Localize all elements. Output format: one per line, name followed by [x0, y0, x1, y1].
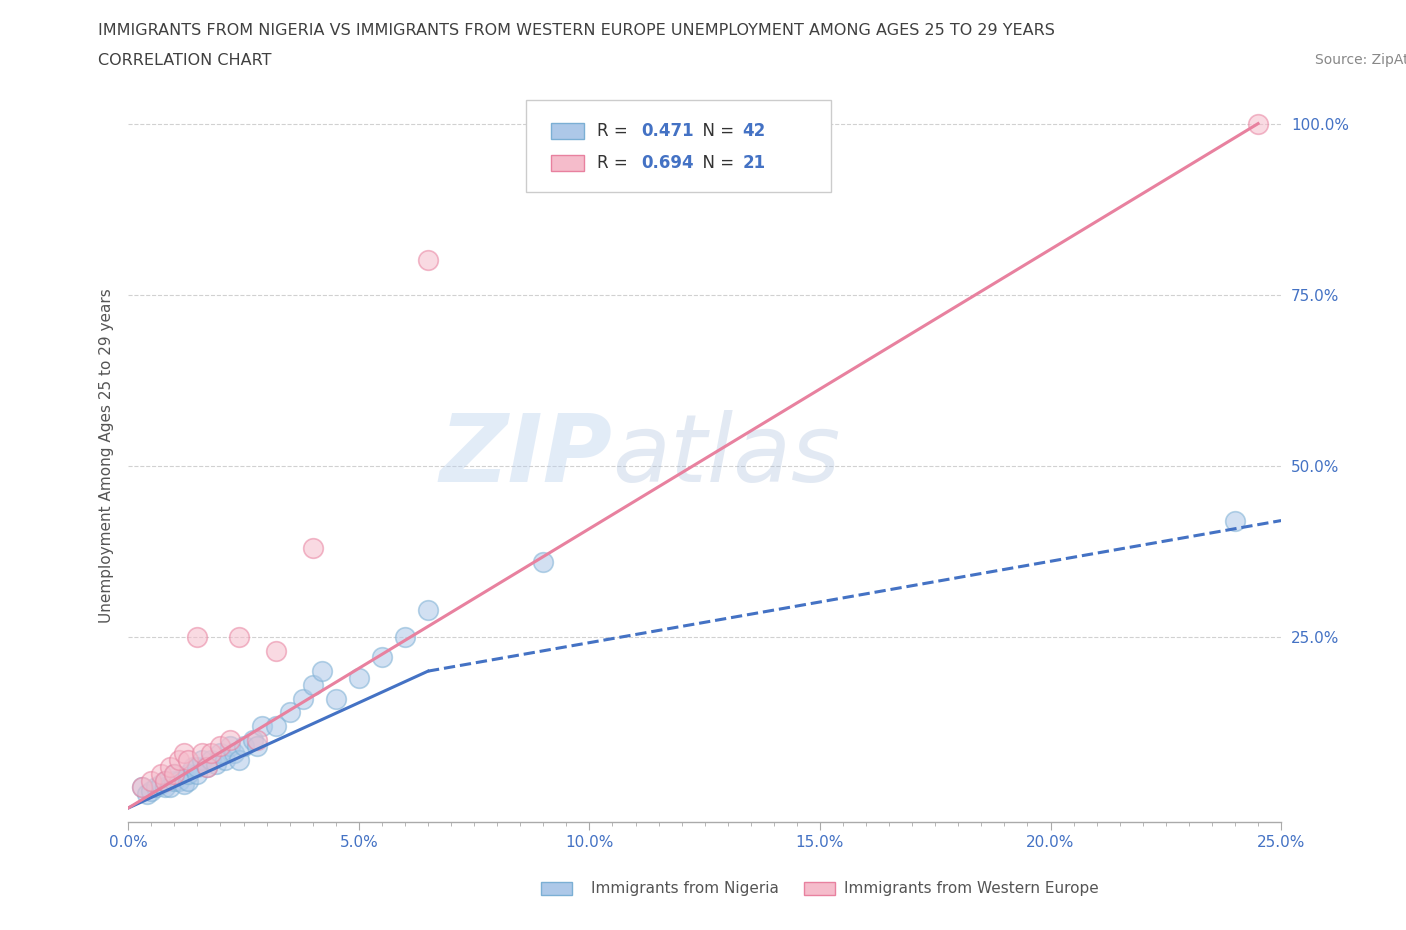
Point — [131, 780, 153, 795]
Text: CORRELATION CHART: CORRELATION CHART — [98, 53, 271, 68]
Point — [531, 554, 554, 569]
Point — [173, 777, 195, 791]
Point — [149, 766, 172, 781]
Point — [205, 756, 228, 771]
Point — [301, 677, 323, 692]
Point — [232, 739, 254, 754]
Point — [347, 671, 370, 685]
Text: R =: R = — [598, 153, 634, 172]
Text: 0.694: 0.694 — [641, 153, 695, 172]
Point — [228, 752, 250, 767]
Text: 21: 21 — [742, 153, 766, 172]
Text: 42: 42 — [742, 122, 766, 140]
Text: N =: N = — [692, 153, 740, 172]
Point — [177, 766, 200, 781]
Point — [186, 766, 208, 781]
Bar — [804, 882, 835, 895]
Point — [200, 752, 222, 767]
Point — [301, 540, 323, 555]
Point — [371, 650, 394, 665]
Point — [163, 773, 186, 788]
Point — [1223, 513, 1246, 528]
FancyBboxPatch shape — [551, 154, 583, 171]
Point — [325, 691, 347, 706]
Point — [186, 760, 208, 775]
Point — [416, 253, 439, 268]
Point — [218, 739, 240, 754]
Text: ZIP: ZIP — [440, 409, 613, 501]
Text: N =: N = — [692, 122, 740, 140]
Point — [191, 746, 214, 761]
Bar — [541, 882, 572, 895]
Point — [264, 644, 287, 658]
Text: Immigrants from Nigeria: Immigrants from Nigeria — [591, 881, 779, 896]
Text: IMMIGRANTS FROM NIGERIA VS IMMIGRANTS FROM WESTERN EUROPE UNEMPLOYMENT AMONG AGE: IMMIGRANTS FROM NIGERIA VS IMMIGRANTS FR… — [98, 23, 1056, 38]
Point — [149, 777, 172, 791]
Point — [228, 630, 250, 644]
Point — [195, 760, 218, 775]
Point — [159, 780, 181, 795]
Point — [145, 780, 167, 795]
Point — [292, 691, 315, 706]
Point — [242, 732, 264, 747]
Point — [195, 760, 218, 775]
Point — [173, 746, 195, 761]
Point — [311, 664, 333, 679]
Point — [177, 752, 200, 767]
Point — [416, 602, 439, 617]
Point — [153, 773, 176, 788]
Point — [141, 773, 163, 788]
Text: Source: ZipAtlas.com: Source: ZipAtlas.com — [1315, 53, 1406, 67]
FancyBboxPatch shape — [526, 100, 831, 192]
Point — [209, 739, 232, 754]
Point — [264, 719, 287, 734]
Point — [394, 630, 416, 644]
Point — [167, 752, 190, 767]
Point — [159, 760, 181, 775]
FancyBboxPatch shape — [551, 123, 583, 140]
Point — [163, 766, 186, 781]
Point — [209, 746, 232, 761]
Text: Immigrants from Western Europe: Immigrants from Western Europe — [844, 881, 1098, 896]
Point — [200, 746, 222, 761]
Point — [135, 787, 157, 802]
Point — [191, 752, 214, 767]
Y-axis label: Unemployment Among Ages 25 to 29 years: Unemployment Among Ages 25 to 29 years — [100, 288, 114, 623]
Point — [278, 705, 301, 720]
Point — [141, 783, 163, 798]
Point — [167, 773, 190, 788]
Point — [214, 752, 236, 767]
Point — [246, 732, 269, 747]
Text: atlas: atlas — [613, 410, 841, 501]
Point — [153, 773, 176, 788]
Point — [163, 766, 186, 781]
Point — [177, 773, 200, 788]
Point — [153, 780, 176, 795]
Point — [224, 746, 246, 761]
Point — [218, 732, 240, 747]
Text: 0.471: 0.471 — [641, 122, 695, 140]
Point — [246, 739, 269, 754]
Point — [1247, 116, 1270, 131]
Text: R =: R = — [598, 122, 634, 140]
Point — [186, 630, 208, 644]
Point — [181, 760, 204, 775]
Point — [250, 719, 273, 734]
Point — [131, 780, 153, 795]
